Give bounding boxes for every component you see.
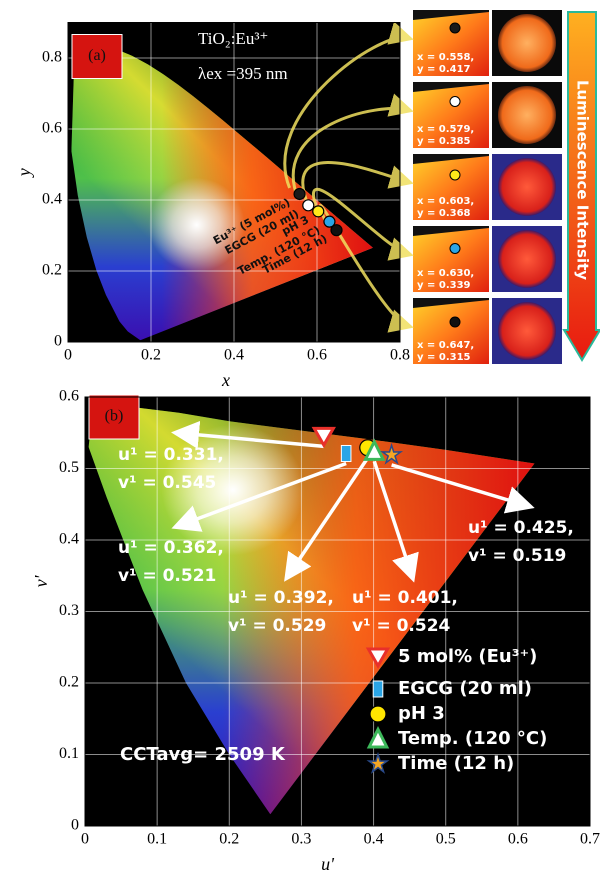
legend-marker — [370, 706, 386, 722]
y-tick-label: 0.8 — [42, 49, 62, 66]
powder — [498, 14, 556, 72]
x-tick-label: 0 — [81, 831, 89, 848]
y-tick-label: 0.6 — [59, 388, 79, 405]
v-label: v¹ = 0.519 — [468, 546, 566, 566]
v-label: v¹ = 0.524 — [352, 616, 451, 636]
u-label: u¹ = 0.362, — [118, 538, 224, 558]
y-tick-label: 0 — [71, 817, 79, 834]
marker — [303, 200, 314, 211]
powder — [498, 86, 556, 144]
x-axis-title: x — [221, 370, 230, 390]
marker — [331, 225, 342, 236]
figure: 0 0.2 0.4 0.6 0.8 0 0.2 0.4 0.6 0.8 x y (a) TiO₂:Eu³⁺… — [0, 0, 600, 886]
legend-label: pH 3 — [398, 703, 445, 724]
title: TiO₂:Eu³⁺ — [198, 29, 268, 48]
v-label: v¹ = 0.529 — [228, 616, 326, 636]
u-label: u¹ = 0.401, — [352, 588, 458, 608]
legend-label: Temp. (120 °C) — [398, 728, 547, 749]
thumbnail-y-label: y = 0.368 — [417, 208, 471, 219]
x-tick-label: 0.6 — [508, 831, 528, 848]
y-tick-label: 0.6 — [42, 120, 62, 137]
legend-label: 5 mol% (Eu³⁺) — [398, 646, 537, 667]
thumbnail-y-label: y = 0.417 — [417, 64, 471, 75]
y-tick-label: 0.3 — [59, 602, 79, 619]
powder — [498, 158, 556, 216]
u-label: u¹ = 0.331, — [118, 445, 224, 465]
thumbnail-x-label: x = 0.647, — [417, 340, 474, 351]
intensity-label: Luminescence Intensity — [574, 80, 592, 280]
x-tick-label: 0.1 — [147, 831, 167, 848]
thumbnail-dot — [450, 244, 460, 254]
page: {"chart_data": [ {"type": "scatter", "pa… — [0, 0, 600, 886]
powder — [498, 230, 556, 288]
y-tick-label: 0.4 — [59, 531, 79, 548]
y-tick-label: 0.4 — [42, 191, 62, 208]
marker — [313, 206, 324, 217]
u-label: u¹ = 0.392, — [228, 588, 334, 608]
x-tick-label: 0.8 — [390, 347, 410, 364]
u-label: u¹ = 0.425, — [468, 518, 574, 538]
thumbnail-dot — [450, 23, 460, 33]
cct-annotation: CCTavg= 2509 K — [120, 744, 286, 765]
panel-label: (a) — [88, 47, 106, 64]
y-tick-label: 0.2 — [42, 262, 62, 279]
thumbnail-y-label: y = 0.385 — [417, 136, 471, 147]
x-tick-label: 0.7 — [580, 831, 600, 848]
y-tick-label: 0.1 — [59, 745, 79, 762]
x-tick-label: 0.4 — [224, 347, 244, 364]
marker — [294, 188, 305, 199]
thumbnail-x-label: x = 0.630, — [417, 268, 474, 279]
thumbnail-x-label: x = 0.603, — [417, 196, 474, 207]
y-tick-label: 0.5 — [59, 459, 79, 476]
thumbnail-dot — [450, 170, 460, 180]
x-tick-label: 0.5 — [436, 831, 456, 848]
thumbnail-y-label: y = 0.339 — [417, 280, 471, 291]
chart-0: 0 0.2 0.4 0.6 0.8 0 0.2 0.4 0.6 0.8 x y (a) TiO₂:Eu³⁺… — [14, 10, 600, 390]
subtitle: λex =395 nm — [198, 64, 288, 83]
legend-label: Time (12 h) — [398, 753, 514, 774]
thumbnail-dot — [450, 97, 460, 107]
thumbnail-dot — [450, 317, 460, 327]
x-tick-label: 0.4 — [364, 831, 384, 848]
chart-1: 0 0.1 0.2 0.3 0.4 0.5 0.6 0.7 0 0.1 0.2 0.3 0.4 0.5 0.… — [31, 388, 600, 874]
thumbnail-y-label: y = 0.315 — [417, 352, 471, 363]
x-tick-label: 0 — [64, 347, 72, 364]
x-axis-title: u' — [321, 854, 335, 874]
legend-marker — [373, 681, 383, 697]
y-tick-label: 0 — [54, 333, 62, 350]
y-axis-title: y — [14, 168, 34, 178]
thumbnail-x-label: x = 0.558, — [417, 52, 474, 63]
marker — [341, 445, 351, 461]
x-tick-label: 0.6 — [307, 347, 327, 364]
v-label: v¹ = 0.545 — [118, 473, 216, 493]
v-label: v¹ = 0.521 — [118, 566, 216, 586]
x-tick-label: 0.3 — [291, 831, 311, 848]
panel-label: (b) — [105, 408, 124, 425]
y-axis-title: v' — [31, 574, 51, 587]
powder — [498, 302, 556, 360]
legend-label: EGCG (20 ml) — [398, 678, 532, 699]
x-tick-label: 0.2 — [219, 831, 239, 848]
y-tick-label: 0.2 — [59, 674, 79, 691]
x-tick-label: 0.2 — [141, 347, 161, 364]
thumbnail-x-label: x = 0.579, — [417, 124, 474, 135]
